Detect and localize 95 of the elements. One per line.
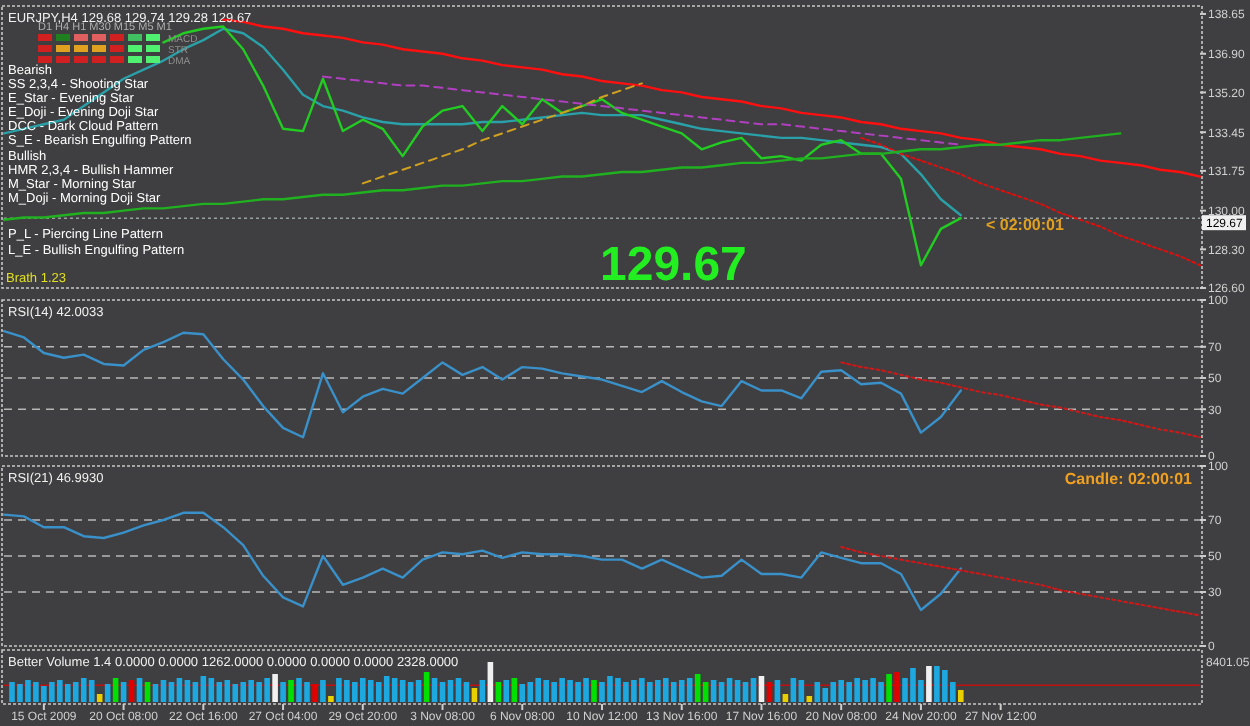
- bar: [535, 678, 542, 702]
- bar: [639, 678, 645, 702]
- bar: [88, 680, 95, 702]
- bar: [256, 682, 262, 702]
- bar: [9, 682, 15, 702]
- bar: [678, 680, 685, 702]
- line-series: [840, 361, 1201, 439]
- bar: [591, 680, 597, 702]
- bar: [559, 678, 565, 702]
- bar: [575, 682, 581, 702]
- bar: [854, 678, 860, 702]
- bar: [367, 680, 374, 702]
- line-series: [321, 75, 962, 146]
- line-series: [2, 132, 1122, 221]
- bar: [511, 678, 518, 702]
- bar: [360, 678, 366, 702]
- annotation: 129.67: [600, 238, 747, 292]
- bar: [615, 678, 621, 702]
- bar: [662, 678, 669, 702]
- bar: [846, 682, 852, 702]
- bar: [288, 680, 294, 702]
- line-series: [860, 136, 1201, 267]
- bar: [304, 682, 310, 702]
- line-series: [361, 82, 643, 185]
- bar: [686, 678, 693, 702]
- bar: [790, 678, 797, 702]
- bar: [33, 682, 39, 702]
- bar: [344, 680, 350, 702]
- bar: [567, 680, 573, 702]
- bar: [80, 678, 87, 702]
- bar: [870, 678, 876, 702]
- line-series: [2, 330, 962, 439]
- bar: [631, 680, 637, 702]
- bar: [25, 680, 31, 702]
- bar: [830, 682, 837, 702]
- line-series: [2, 511, 962, 612]
- bar: [57, 680, 63, 702]
- bar: [352, 682, 358, 702]
- bar: [375, 682, 382, 702]
- bar: [910, 668, 916, 702]
- annotation: Candle: 02:00:01: [1064, 470, 1194, 488]
- bar: [958, 690, 964, 702]
- bar: [838, 680, 844, 702]
- bar: [280, 682, 286, 702]
- bar: [328, 696, 334, 702]
- bar: [886, 674, 892, 702]
- bar: [926, 666, 932, 702]
- bar: [750, 678, 757, 702]
- bar: [176, 678, 183, 702]
- bar: [623, 682, 629, 702]
- bar: [431, 678, 438, 702]
- bar: [822, 688, 829, 702]
- bar: [72, 682, 79, 702]
- bar: [583, 678, 589, 702]
- bar: [312, 684, 318, 702]
- bar: [934, 666, 940, 702]
- bar: [248, 680, 254, 702]
- bar: [607, 676, 613, 702]
- bar: [391, 678, 398, 702]
- bar: [878, 682, 884, 702]
- bar: [471, 688, 478, 702]
- bar: [320, 680, 326, 702]
- bar: [383, 676, 390, 702]
- bar: [455, 678, 462, 702]
- bar: [232, 684, 239, 702]
- bar: [862, 680, 868, 702]
- bar: [647, 682, 653, 702]
- bar: [599, 682, 605, 702]
- bar: [136, 678, 143, 702]
- bar: [224, 680, 231, 702]
- bar: [543, 680, 549, 702]
- bar: [208, 678, 215, 702]
- bar: [726, 678, 733, 702]
- bar: [670, 682, 677, 702]
- bar: [49, 682, 55, 702]
- bar: [41, 686, 47, 702]
- bar: [264, 678, 270, 702]
- bar: [551, 682, 557, 702]
- bar: [17, 684, 23, 702]
- bar: [527, 682, 534, 702]
- bar: [112, 678, 119, 702]
- bar: [336, 678, 342, 702]
- bar: [942, 670, 948, 702]
- bar: [894, 672, 900, 702]
- bar: [814, 682, 821, 702]
- bar: [240, 682, 246, 702]
- line-series: [840, 546, 1201, 617]
- bar: [272, 674, 278, 702]
- bar: [296, 678, 302, 702]
- line-series: [2, 27, 962, 217]
- bar: [655, 680, 661, 702]
- bar: [64, 684, 71, 702]
- annotation: < 02:00:01: [986, 216, 1065, 234]
- bar: [519, 684, 526, 702]
- bar: [216, 682, 223, 702]
